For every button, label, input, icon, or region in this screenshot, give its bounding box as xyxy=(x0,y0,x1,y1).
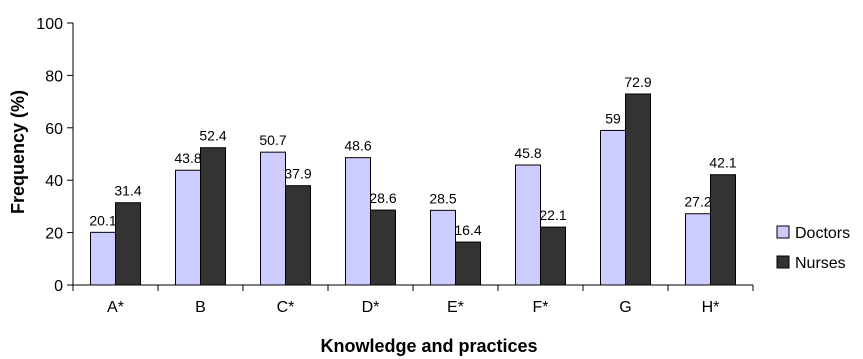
bar-nurses-c-star xyxy=(285,185,311,286)
value-label-doctors: 43.8 xyxy=(174,150,201,166)
value-label-doctors: 20.1 xyxy=(89,212,116,228)
bar-doctors-e-star xyxy=(430,209,456,286)
bar-nurses-f-star xyxy=(540,226,566,286)
y-tick-label: 20 xyxy=(45,226,63,243)
value-label-doctors: 27.2 xyxy=(684,194,711,210)
bar-nurses-b xyxy=(200,147,226,286)
value-label-nurses: 22.1 xyxy=(539,207,566,223)
bar-doctors-c-star xyxy=(260,151,286,286)
y-tick-label: 100 xyxy=(36,16,63,33)
value-label-nurses: 31.4 xyxy=(114,183,141,199)
labels-layer: 20.1 43.8 50.7 48.6 28.5 45.8 59 27.2 31.4 52.4 37… xyxy=(89,74,736,238)
value-label-nurses: 28.6 xyxy=(369,190,396,206)
value-label-doctors: 28.5 xyxy=(429,190,456,206)
bars-layer xyxy=(90,93,736,286)
x-tick-label: E* xyxy=(447,299,464,316)
x-tick-label: D* xyxy=(362,299,380,316)
value-label-doctors: 48.6 xyxy=(344,138,371,154)
y-tick-label: 80 xyxy=(45,68,63,85)
x-tick-label: C* xyxy=(277,299,295,316)
x-axis-title: Knowledge and practices xyxy=(320,336,537,356)
bar-doctors-b xyxy=(175,169,201,286)
legend: Doctors Nurses xyxy=(776,225,850,272)
x-tick-label: G xyxy=(619,299,631,316)
legend-label-doctors: Doctors xyxy=(795,225,850,242)
y-tick-label: 40 xyxy=(45,173,63,190)
bar-doctors-g xyxy=(600,129,626,286)
x-tick-label: F* xyxy=(533,299,549,316)
y-tick-label: 0 xyxy=(54,278,63,295)
value-label-nurses: 16.4 xyxy=(454,222,481,238)
value-label-nurses: 72.9 xyxy=(624,74,651,90)
bar-nurses-a-star xyxy=(115,202,141,286)
legend-swatch-doctors xyxy=(776,225,790,239)
value-label-doctors: 45.8 xyxy=(514,145,541,161)
y-axis-title: Frequency (%) xyxy=(8,90,28,214)
value-label-doctors: 50.7 xyxy=(259,132,286,148)
value-label-nurses: 37.9 xyxy=(284,166,311,182)
bar-doctors-a-star xyxy=(90,231,116,286)
legend-label-nurses: Nurses xyxy=(795,255,846,272)
x-tick-label: B xyxy=(195,299,206,316)
bar-doctors-h-star xyxy=(685,213,711,286)
value-label-nurses: 42.1 xyxy=(709,155,736,171)
bar-doctors-d-star xyxy=(345,157,371,286)
bar-nurses-d-star xyxy=(370,209,396,286)
bar-nurses-h-star xyxy=(710,174,736,286)
axis-layer: 0 20 40 60 80 100 A* B C* D* E* F* G H* xyxy=(36,16,754,316)
y-tick-label: 60 xyxy=(45,121,63,138)
x-tick-label: A* xyxy=(107,299,124,316)
legend-swatch-nurses xyxy=(776,255,790,269)
x-tick-label: H* xyxy=(702,299,720,316)
bar-nurses-g xyxy=(625,93,651,286)
bar-doctors-f-star xyxy=(515,164,541,286)
value-label-nurses: 52.4 xyxy=(199,128,226,144)
value-label-doctors: 59 xyxy=(605,110,621,126)
bar-nurses-e-star xyxy=(455,241,481,286)
